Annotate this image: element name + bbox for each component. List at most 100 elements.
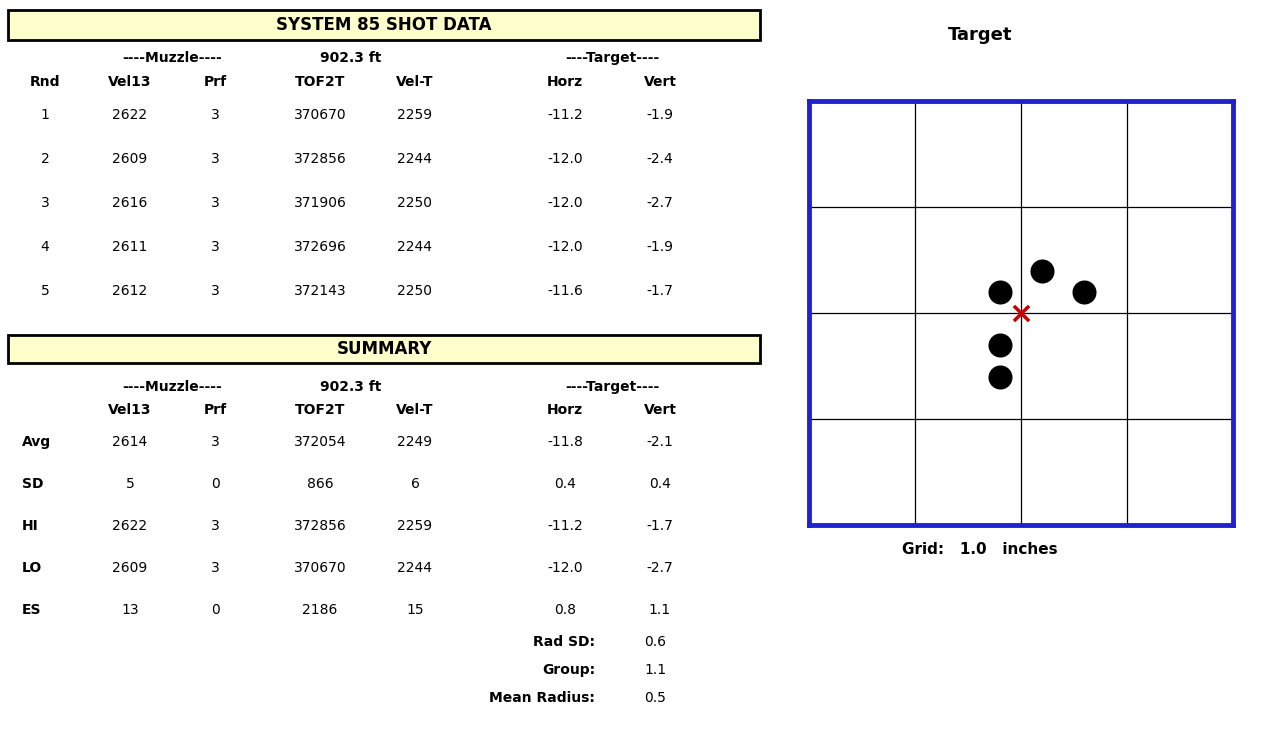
Text: 0.4: 0.4 bbox=[555, 477, 576, 491]
Text: 2244: 2244 bbox=[397, 561, 432, 575]
Text: TOF2T: TOF2T bbox=[295, 75, 345, 89]
Text: 372856: 372856 bbox=[294, 152, 346, 166]
Text: -1.7: -1.7 bbox=[646, 284, 673, 298]
Text: ----Target----: ----Target---- bbox=[565, 51, 660, 65]
Text: 372143: 372143 bbox=[294, 284, 346, 298]
Text: LO: LO bbox=[22, 561, 42, 575]
Text: 2609: 2609 bbox=[112, 561, 148, 575]
Text: 902.3 ft: 902.3 ft bbox=[321, 51, 382, 65]
Text: Group:: Group: bbox=[542, 663, 595, 677]
Text: 2622: 2622 bbox=[112, 108, 148, 122]
Text: 372696: 372696 bbox=[294, 240, 346, 254]
Text: ----Muzzle----: ----Muzzle---- bbox=[122, 380, 223, 394]
Text: 1: 1 bbox=[41, 108, 50, 122]
Text: 3: 3 bbox=[211, 435, 219, 449]
Text: 2244: 2244 bbox=[397, 152, 432, 166]
Text: Prf: Prf bbox=[204, 75, 226, 89]
Point bbox=[990, 339, 1010, 351]
Text: -2.7: -2.7 bbox=[646, 196, 673, 210]
Text: SYSTEM 85 SHOT DATA: SYSTEM 85 SHOT DATA bbox=[276, 16, 492, 34]
Text: 3: 3 bbox=[41, 196, 50, 210]
Text: -2.7: -2.7 bbox=[646, 561, 673, 575]
Text: -1.9: -1.9 bbox=[646, 240, 673, 254]
Text: 902.3 ft: 902.3 ft bbox=[321, 380, 382, 394]
Text: -12.0: -12.0 bbox=[547, 240, 583, 254]
Text: Rad SD:: Rad SD: bbox=[533, 635, 595, 649]
Text: Horz: Horz bbox=[547, 403, 583, 417]
Text: Vel-T: Vel-T bbox=[397, 403, 434, 417]
Text: 370670: 370670 bbox=[294, 561, 346, 575]
Text: Horz: Horz bbox=[547, 75, 583, 89]
Text: HI: HI bbox=[22, 519, 38, 533]
Text: TOF2T: TOF2T bbox=[295, 403, 345, 417]
Text: -11.8: -11.8 bbox=[547, 435, 583, 449]
Text: 2249: 2249 bbox=[397, 435, 432, 449]
Text: 3: 3 bbox=[211, 561, 219, 575]
Text: 2609: 2609 bbox=[112, 152, 148, 166]
Text: Vert: Vert bbox=[644, 403, 677, 417]
Text: 2250: 2250 bbox=[397, 196, 432, 210]
FancyBboxPatch shape bbox=[8, 335, 759, 363]
Text: SD: SD bbox=[22, 477, 43, 491]
Text: 866: 866 bbox=[307, 477, 333, 491]
Text: 0.6: 0.6 bbox=[644, 635, 667, 649]
Text: 371906: 371906 bbox=[294, 196, 346, 210]
Point bbox=[1010, 308, 1030, 320]
Text: 2244: 2244 bbox=[397, 240, 432, 254]
Text: 2: 2 bbox=[41, 152, 50, 166]
Text: -11.2: -11.2 bbox=[547, 108, 583, 122]
Text: Vel-T: Vel-T bbox=[397, 75, 434, 89]
Text: 372054: 372054 bbox=[294, 435, 346, 449]
Text: -12.0: -12.0 bbox=[547, 152, 583, 166]
Text: Rnd: Rnd bbox=[29, 75, 60, 89]
Point bbox=[990, 286, 1010, 298]
Text: 0.4: 0.4 bbox=[649, 477, 670, 491]
Text: 2622: 2622 bbox=[112, 519, 148, 533]
Text: Vel13: Vel13 bbox=[108, 403, 151, 417]
Text: 2616: 2616 bbox=[112, 196, 148, 210]
Text: SUMMARY: SUMMARY bbox=[336, 340, 431, 358]
Text: 2614: 2614 bbox=[112, 435, 148, 449]
Text: ----Target----: ----Target---- bbox=[565, 380, 660, 394]
Text: 3: 3 bbox=[211, 240, 219, 254]
Text: 2250: 2250 bbox=[397, 284, 432, 298]
Text: -2.1: -2.1 bbox=[646, 435, 673, 449]
Text: Avg: Avg bbox=[22, 435, 51, 449]
Text: 5: 5 bbox=[41, 284, 50, 298]
Text: -2.4: -2.4 bbox=[646, 152, 673, 166]
Point bbox=[1032, 265, 1052, 277]
Text: ----Muzzle----: ----Muzzle---- bbox=[122, 51, 223, 65]
Text: -12.0: -12.0 bbox=[547, 561, 583, 575]
Text: 3: 3 bbox=[211, 108, 219, 122]
Text: 2259: 2259 bbox=[397, 108, 432, 122]
Text: 2611: 2611 bbox=[112, 240, 148, 254]
Text: 0.5: 0.5 bbox=[644, 691, 667, 705]
Text: 372856: 372856 bbox=[294, 519, 346, 533]
Text: -1.7: -1.7 bbox=[646, 519, 673, 533]
Text: Target: Target bbox=[948, 26, 1013, 44]
Text: Grid:   1.0   inches: Grid: 1.0 inches bbox=[902, 542, 1058, 557]
Text: 2186: 2186 bbox=[303, 603, 337, 617]
Text: 3: 3 bbox=[211, 152, 219, 166]
Text: Vert: Vert bbox=[644, 75, 677, 89]
Text: -1.9: -1.9 bbox=[646, 108, 673, 122]
Text: 3: 3 bbox=[211, 196, 219, 210]
Text: 3: 3 bbox=[211, 519, 219, 533]
Text: 4: 4 bbox=[41, 240, 50, 254]
Text: 2259: 2259 bbox=[397, 519, 432, 533]
Text: 2612: 2612 bbox=[112, 284, 148, 298]
Text: Vel13: Vel13 bbox=[108, 75, 151, 89]
FancyBboxPatch shape bbox=[8, 10, 759, 40]
Text: 1.1: 1.1 bbox=[644, 663, 667, 677]
Point bbox=[1074, 286, 1094, 298]
Text: ES: ES bbox=[22, 603, 42, 617]
Text: 0: 0 bbox=[211, 603, 219, 617]
Text: 0: 0 bbox=[211, 477, 219, 491]
Text: -11.2: -11.2 bbox=[547, 519, 583, 533]
Text: 3: 3 bbox=[211, 284, 219, 298]
Text: 6: 6 bbox=[411, 477, 420, 491]
Text: -11.6: -11.6 bbox=[547, 284, 583, 298]
Text: 13: 13 bbox=[121, 603, 139, 617]
Text: Mean Radius:: Mean Radius: bbox=[490, 691, 595, 705]
Text: Prf: Prf bbox=[204, 403, 226, 417]
